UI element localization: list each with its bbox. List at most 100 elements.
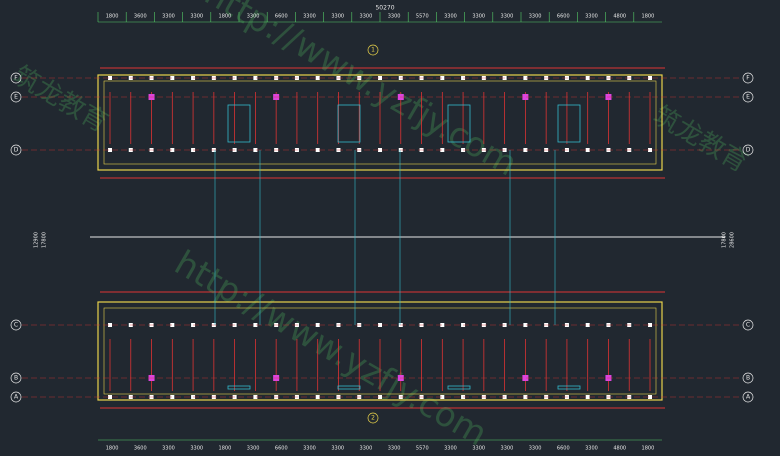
door — [522, 375, 529, 381]
dim-label: 3300 — [529, 446, 542, 452]
dim-label: 3300 — [472, 14, 485, 20]
column — [315, 76, 320, 80]
side-dim: 17800 — [42, 232, 48, 248]
dim-label: 1800 — [106, 446, 119, 452]
dim-label: 4800 — [613, 446, 626, 452]
dim-label: 6600 — [275, 14, 288, 20]
axis-label: C — [14, 322, 18, 329]
dim-label: 3300 — [247, 446, 260, 452]
column — [170, 323, 175, 327]
dim-label: 3300 — [585, 446, 598, 452]
axis-label: B — [746, 375, 750, 382]
axis-label: A — [14, 394, 19, 401]
door — [522, 94, 529, 100]
dim-label: 3600 — [134, 446, 147, 452]
axis-label: C — [746, 322, 750, 329]
grid-marker — [367, 44, 379, 56]
grid-marker-label: 2 — [371, 415, 375, 422]
brand: 筑龙教育 — [648, 101, 753, 179]
corridor — [103, 80, 657, 165]
axis-label: D — [746, 147, 751, 154]
dim-label: 4800 — [613, 14, 626, 20]
axis-label: F — [14, 75, 18, 82]
column — [440, 76, 445, 80]
dim-label: 3300 — [162, 446, 175, 452]
column — [315, 395, 320, 399]
column — [108, 323, 112, 327]
dim-label: 5570 — [416, 14, 429, 20]
axis-bubble — [10, 391, 22, 403]
dim-label: 3300 — [585, 14, 598, 20]
column — [378, 395, 382, 399]
column — [253, 148, 258, 152]
column — [648, 395, 652, 399]
watermark: http://www.yzfjy.com — [198, 0, 524, 184]
column — [648, 76, 652, 80]
column — [253, 323, 258, 327]
column — [315, 148, 320, 152]
column — [378, 323, 382, 327]
column — [648, 148, 652, 152]
dim-label: 3300 — [331, 14, 344, 20]
column — [253, 76, 258, 80]
grid-marker-label: 1 — [371, 47, 375, 54]
watermark: http://www.yzfjy.com — [168, 243, 494, 454]
stair — [227, 385, 251, 390]
dim-label: 6600 — [557, 446, 570, 452]
dim-label: 1800 — [642, 446, 655, 452]
column — [253, 395, 258, 399]
dim-label: 3600 — [134, 14, 147, 20]
column — [523, 76, 528, 80]
dim-label: 3300 — [303, 446, 316, 452]
dim-label: 3300 — [247, 14, 260, 20]
dim-label: 1800 — [642, 14, 655, 20]
dim-label: 3300 — [529, 14, 542, 20]
column — [170, 148, 175, 152]
column — [648, 323, 652, 327]
axis-label: D — [14, 147, 19, 154]
axis-bubble — [742, 144, 754, 156]
column — [108, 76, 112, 80]
stair — [447, 104, 471, 143]
column — [585, 395, 590, 399]
building-outline — [97, 301, 663, 401]
column — [170, 76, 175, 80]
axis-label: E — [746, 94, 750, 101]
dim-label: 3300 — [444, 14, 457, 20]
column — [523, 395, 528, 399]
stair — [337, 385, 361, 390]
dim-label: 3300 — [501, 14, 514, 20]
axis-bubble — [10, 91, 22, 103]
dim-label: 3300 — [190, 14, 203, 20]
axis-bubble — [742, 72, 754, 84]
dim-label: 3300 — [331, 446, 344, 452]
column — [108, 395, 112, 399]
axis-bubble — [742, 91, 754, 103]
axis-bubble — [10, 144, 22, 156]
dim-label: 3300 — [501, 446, 514, 452]
dim-label: 3300 — [303, 14, 316, 20]
dim-label: 3300 — [360, 446, 373, 452]
dim-label: 3300 — [444, 446, 457, 452]
side-dim: 28600 — [730, 232, 736, 248]
brand: 筑龙教育 — [8, 61, 113, 139]
column — [378, 76, 382, 80]
axis-label: E — [14, 94, 18, 101]
column — [585, 76, 590, 80]
axis-bubble — [742, 372, 754, 384]
axis-bubble — [10, 372, 22, 384]
axis-bubble — [10, 72, 22, 84]
building-outline — [97, 74, 663, 171]
dim-label: 6600 — [557, 14, 570, 20]
dim-label: 1800 — [219, 14, 232, 20]
column — [440, 395, 445, 399]
static-lines — [90, 67, 725, 409]
stair — [447, 385, 471, 390]
column — [440, 323, 445, 327]
stair — [557, 385, 581, 390]
axis-bubble — [742, 319, 754, 331]
side-dim: 17800 — [722, 232, 728, 248]
column — [170, 395, 175, 399]
column — [523, 148, 528, 152]
